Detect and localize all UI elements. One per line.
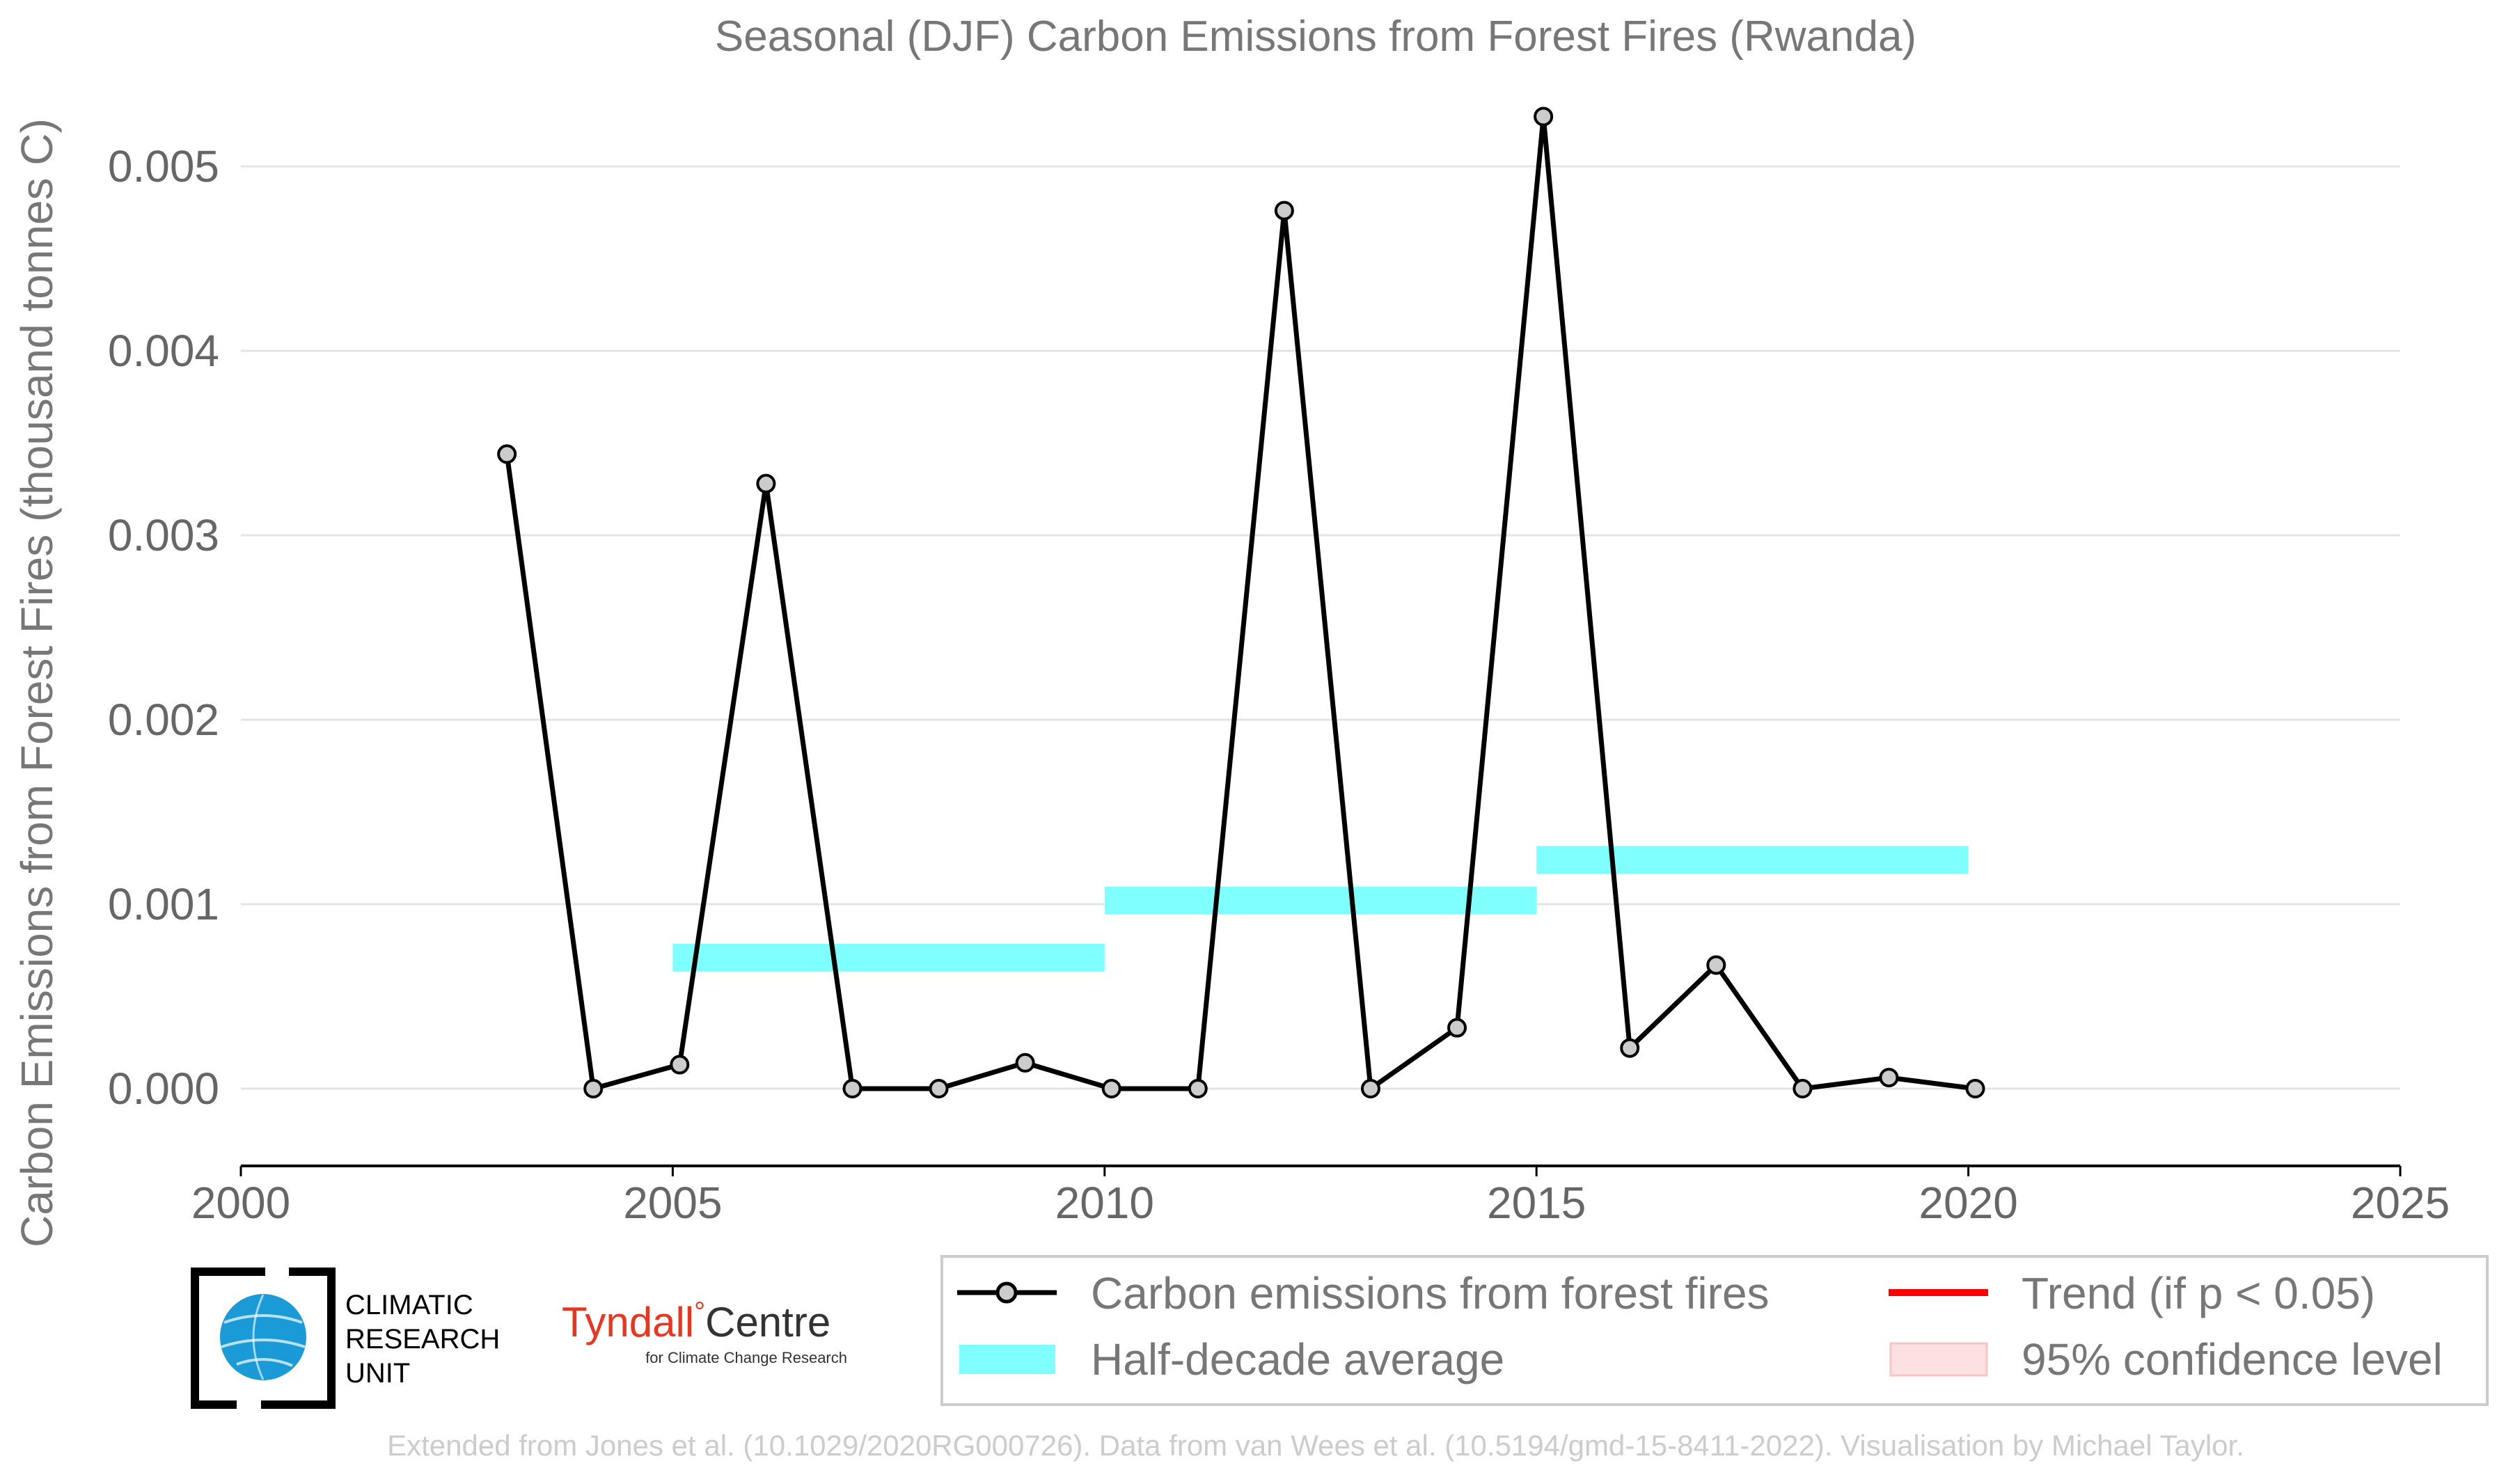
gridlines xyxy=(241,165,2400,1090)
legend-label-half-decade: Half-decade average xyxy=(1091,1334,1504,1384)
globe-icon xyxy=(220,1294,306,1380)
x-tick-label-0: 2000 xyxy=(191,1178,290,1228)
emissions-point-2005 xyxy=(670,1055,690,1075)
emissions-series xyxy=(497,106,1985,1098)
emissions-point-2009 xyxy=(1015,1052,1035,1073)
y-tick-label-4: 0.004 xyxy=(108,326,219,376)
y-tick-label-2: 0.002 xyxy=(108,695,219,745)
legend-label-confidence: 95% confidence level xyxy=(2022,1334,2443,1384)
y-tick-label-5: 0.005 xyxy=(108,141,219,191)
emissions-point-2006 xyxy=(756,473,776,494)
x-tick-label-2: 2010 xyxy=(1055,1178,1154,1228)
half-decade-average-bar-0 xyxy=(672,943,1105,972)
y-tick-label-1: 0.001 xyxy=(108,879,219,929)
emissions-point-2004 xyxy=(583,1079,604,1098)
legend-label-emissions: Carbon emissions from forest fires xyxy=(1091,1268,1770,1318)
credit-text: Extended from Jones et al. (10.1029/2020… xyxy=(387,1429,2244,1462)
cru-logo-line-3: UNIT xyxy=(345,1358,410,1389)
x-tick-label-1: 2005 xyxy=(623,1178,722,1228)
legend-swatch-emissions xyxy=(957,1281,1057,1304)
emissions-line xyxy=(504,113,1976,1091)
y-tick-labels: 0.000 0.001 0.002 0.003 0.004 0.005 xyxy=(108,141,219,1114)
emissions-point-2018 xyxy=(1793,1079,1813,1098)
emissions-point-2016 xyxy=(1620,1038,1640,1058)
cru-logo: CLIMATIC RESEARCH UNIT xyxy=(191,1268,500,1409)
x-tick-label-4: 2020 xyxy=(1919,1178,2017,1228)
half-decade-average-bar-2 xyxy=(1536,846,1969,874)
chart-title: Seasonal (DJF) Carbon Emissions from For… xyxy=(715,13,1916,61)
emissions-point-2008 xyxy=(929,1079,949,1098)
emissions-point-2020 xyxy=(1965,1079,1985,1098)
cru-logo-bracket-right xyxy=(261,1268,336,1409)
emissions-point-2011 xyxy=(1188,1079,1208,1098)
y-tick-label-0: 0.000 xyxy=(108,1064,219,1114)
x-tick-label-5: 2025 xyxy=(2351,1178,2450,1228)
y-tick-label-3: 0.003 xyxy=(108,510,219,560)
emissions-point-2019 xyxy=(1879,1068,1899,1088)
legend: Carbon emissions from forest fires Trend… xyxy=(940,1255,2489,1406)
half-decade-average-bars xyxy=(672,846,1969,972)
emissions-point-2012 xyxy=(1274,200,1294,221)
svg-text:Tyndall°Centre: Tyndall°Centre xyxy=(562,1297,830,1345)
cru-logo-line-2: RESEARCH xyxy=(345,1324,500,1355)
cru-logo-bracket-left xyxy=(191,1268,265,1409)
tyndall-logo-main: Tyndall xyxy=(562,1299,694,1345)
legend-swatch-confidence xyxy=(1889,1342,1988,1377)
legend-box xyxy=(940,1255,2489,1406)
emissions-point-2007 xyxy=(842,1079,862,1098)
tyndall-logo-degree: ° xyxy=(694,1297,705,1327)
cru-logo-line-1: CLIMATIC xyxy=(345,1290,473,1320)
emissions-point-2017 xyxy=(1706,955,1726,975)
emissions-point-2013 xyxy=(1360,1079,1380,1098)
tyndall-logo-subtitle: for Climate Change Research xyxy=(645,1349,847,1366)
x-tick-labels: 2000 2005 2010 2015 2020 2025 xyxy=(191,1166,2450,1228)
x-tick-label-3: 2015 xyxy=(1487,1178,1586,1228)
emissions-point-2003 xyxy=(497,444,517,464)
legend-swatch-half-decade xyxy=(959,1345,1055,1374)
tyndall-logo-centre: Centre xyxy=(705,1299,830,1345)
half-decade-average-bar-1 xyxy=(1104,886,1537,915)
emissions-point-2014 xyxy=(1447,1018,1467,1038)
emissions-point-2015 xyxy=(1534,106,1554,127)
legend-label-trend: Trend (if p < 0.05) xyxy=(2022,1268,2375,1318)
emissions-point-2010 xyxy=(1101,1079,1121,1098)
y-axis-label: Carbon Emissions from Forest Fires (thou… xyxy=(12,118,62,1247)
tyndall-logo: Tyndall°Centre for Climate Change Resear… xyxy=(562,1297,847,1366)
